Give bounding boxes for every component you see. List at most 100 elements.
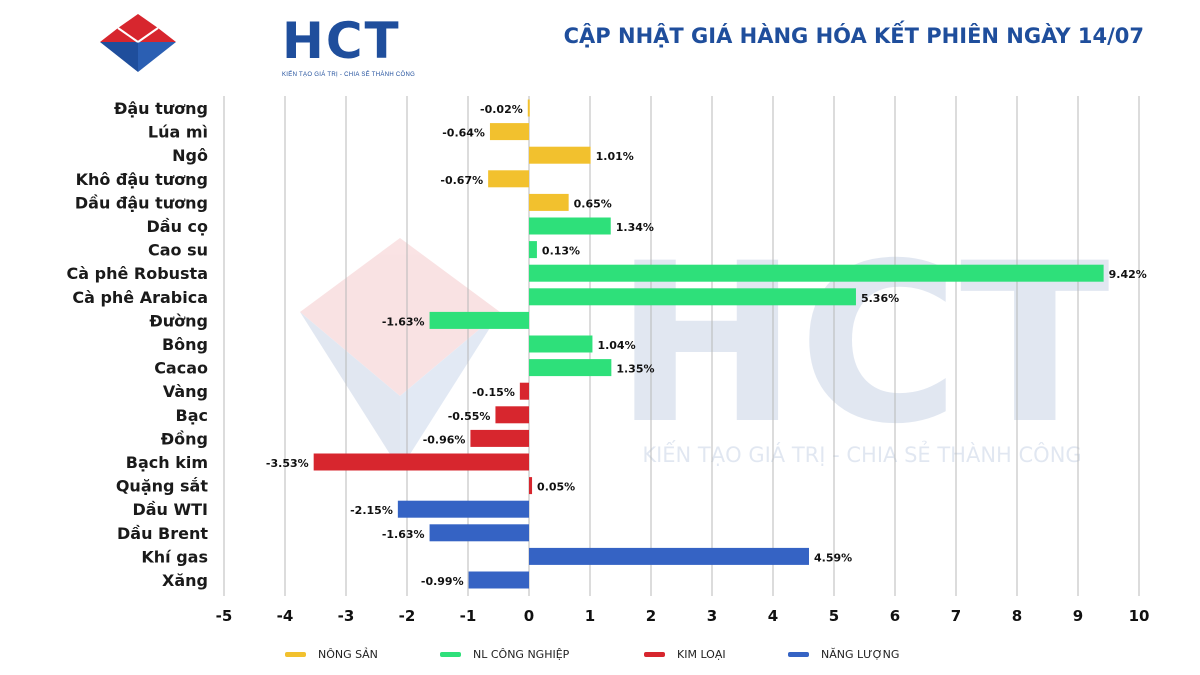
data-label: 1.35% xyxy=(616,363,654,376)
data-label: 0.65% xyxy=(574,197,612,210)
bar xyxy=(529,359,612,377)
watermark-diamond-right xyxy=(400,312,500,470)
bar xyxy=(468,571,529,589)
x-tick-label: 2 xyxy=(646,607,656,625)
legend-swatch xyxy=(285,651,306,657)
watermark-tagline: KIẾN TẠO GIÁ TRỊ - CHIA SẺ THÀNH CÔNG xyxy=(642,440,1081,467)
legend-item: NÔNG SẢN xyxy=(285,644,378,664)
data-label: 5.36% xyxy=(861,292,899,305)
data-label: -0.67% xyxy=(440,174,483,187)
data-label: -2.15% xyxy=(350,504,393,517)
hct-logo: HCT KIẾN TẠO GIÁ TRỊ - CHIA SẺ THÀNH CÔN… xyxy=(96,10,415,78)
data-label: 1.34% xyxy=(616,221,654,234)
bar xyxy=(529,547,809,565)
category-label: Đồng xyxy=(161,429,208,448)
bars xyxy=(313,99,1104,589)
category-label: Bạch kim xyxy=(126,453,208,472)
bar xyxy=(529,146,591,164)
watermark-text: HCT xyxy=(614,216,1110,472)
category-label: Quặng sắt xyxy=(116,477,209,496)
x-tick-label: 9 xyxy=(1073,607,1083,625)
bar xyxy=(529,217,611,235)
bar xyxy=(529,477,533,495)
x-tick-label: 5 xyxy=(829,607,839,625)
legend-label: NÔNG SẢN xyxy=(318,647,378,661)
x-tick-label: 4 xyxy=(768,607,778,625)
category-label: Khô đậu tương xyxy=(76,170,208,189)
category-label: Khí gas xyxy=(141,547,208,566)
category-label: Lúa mì xyxy=(148,123,208,142)
category-label: Xăng xyxy=(162,571,208,590)
x-tick-labels: -5 -4 -3 -2 -1 0 1 2 3 4 5 6 7 8 9 10 xyxy=(216,607,1150,625)
legend-label: KIM LOẠI xyxy=(677,647,726,661)
x-tick-label: 10 xyxy=(1129,607,1150,625)
data-label: -1.63% xyxy=(382,528,425,541)
category-label: Đậu tương xyxy=(114,99,208,118)
hct-diamond-icon xyxy=(98,12,178,74)
x-tick-label: -2 xyxy=(399,607,416,625)
legend-swatch xyxy=(440,651,461,657)
bar xyxy=(529,241,537,259)
bar xyxy=(489,123,529,141)
category-label: Bạc xyxy=(176,406,208,425)
legend-label: NĂNG LƯỢNG xyxy=(821,647,900,661)
logo-tagline: KIẾN TẠO GIÁ TRỊ - CHIA SẺ THÀNH CÔNG xyxy=(282,72,416,78)
x-tick-label: 1 xyxy=(585,607,595,625)
bar xyxy=(519,382,529,400)
legend-label: NL CÔNG NGHIỆP xyxy=(473,647,570,661)
category-label: Đường xyxy=(149,311,208,330)
category-label: Dầu Brent xyxy=(117,524,208,543)
x-tick-label: -4 xyxy=(277,607,294,625)
watermark-diamond-left xyxy=(300,312,400,470)
category-label: Cà phê Robusta xyxy=(67,264,209,283)
data-label: 4.59% xyxy=(814,551,852,564)
bar xyxy=(529,288,856,306)
x-tick-label: 3 xyxy=(707,607,717,625)
category-label: Dầu WTI xyxy=(132,500,208,519)
data-label: 1.01% xyxy=(596,150,634,163)
legend-item: KIM LOẠI xyxy=(644,644,726,664)
data-label: -0.15% xyxy=(472,386,515,399)
logo-wordmark: HCT xyxy=(282,12,401,70)
legend-swatch xyxy=(788,651,809,657)
x-tick-label: 0 xyxy=(524,607,534,625)
category-label: Dầu cọ xyxy=(146,217,208,236)
data-labels: -0.02% -0.64% 1.01% -0.67% 0.65% 1.34% 0.13% 9.… xyxy=(266,103,1147,588)
category-label: Vàng xyxy=(163,382,208,401)
category-label: Bông xyxy=(162,335,208,354)
bar xyxy=(529,264,1104,282)
legend-item: NL CÔNG NGHIỆP xyxy=(440,644,569,664)
data-label: -0.96% xyxy=(423,433,466,446)
bar xyxy=(429,311,529,329)
bar xyxy=(529,335,593,353)
category-label: Cà phê Arabica xyxy=(72,288,208,307)
data-label: -1.63% xyxy=(382,315,425,328)
bar xyxy=(397,500,529,518)
data-label: -0.55% xyxy=(448,410,491,423)
data-label: 0.05% xyxy=(537,481,575,494)
page-title: CẬP NHẬT GIÁ HÀNG HÓA KẾT PHIÊN NGÀY 14/… xyxy=(563,24,1144,48)
data-label: 9.42% xyxy=(1109,268,1147,281)
data-label: -3.53% xyxy=(266,457,309,470)
bar xyxy=(495,406,529,424)
watermark: HCT KIẾN TẠO GIÁ TRỊ - CHIA SẺ THÀNH CÔN… xyxy=(300,216,1110,472)
x-tick-label: 8 xyxy=(1012,607,1022,625)
data-label: 1.04% xyxy=(597,339,635,352)
category-label: Cacao xyxy=(154,359,208,378)
legend-swatch xyxy=(644,651,665,657)
legend-item: NĂNG LƯỢNG xyxy=(788,644,899,664)
x-tick-label: 7 xyxy=(951,607,961,625)
bar xyxy=(429,524,529,542)
x-tick-label: 6 xyxy=(890,607,900,625)
watermark-diamond-top xyxy=(300,238,500,396)
category-label: Cao su xyxy=(148,241,208,260)
x-tick-label: -3 xyxy=(338,607,355,625)
data-label: -0.99% xyxy=(421,575,464,588)
category-labels: Đậu tương Lúa mì Ngô Khô đậu tương Dầu đậu t… xyxy=(67,99,209,590)
legend: NÔNG SẢN NL CÔNG NGHIỆP KIM LOẠI NĂNG LƯỢNG xyxy=(0,644,1200,664)
category-label: Dầu đậu tương xyxy=(75,193,208,212)
x-tick-label: -5 xyxy=(216,607,233,625)
bar xyxy=(529,193,569,211)
category-label: Ngô xyxy=(172,146,208,165)
